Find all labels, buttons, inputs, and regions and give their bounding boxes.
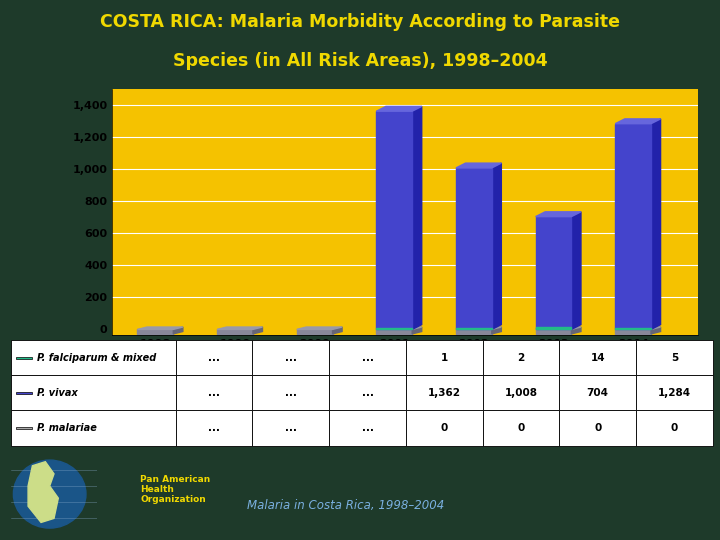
Text: ...: ... bbox=[361, 423, 374, 433]
Bar bbox=[456, 328, 492, 329]
Text: Malaria in Costa Rica, 1998–2004: Malaria in Costa Rica, 1998–2004 bbox=[247, 498, 444, 511]
Polygon shape bbox=[651, 327, 660, 334]
Polygon shape bbox=[297, 327, 342, 329]
Bar bbox=[297, 329, 333, 334]
Polygon shape bbox=[412, 106, 422, 329]
Bar bbox=[17, 427, 32, 429]
Bar bbox=[559, 375, 636, 410]
Polygon shape bbox=[174, 327, 183, 334]
Circle shape bbox=[14, 460, 86, 528]
Bar bbox=[615, 329, 651, 334]
Polygon shape bbox=[492, 327, 501, 334]
Polygon shape bbox=[412, 327, 422, 334]
Bar bbox=[253, 340, 329, 375]
Bar bbox=[17, 392, 32, 394]
Text: Pan American
Health
Organization: Pan American Health Organization bbox=[140, 475, 211, 504]
Text: 14: 14 bbox=[590, 353, 605, 363]
Polygon shape bbox=[651, 119, 660, 329]
Polygon shape bbox=[572, 327, 581, 334]
Text: 0: 0 bbox=[594, 423, 601, 433]
Bar bbox=[17, 356, 32, 359]
Polygon shape bbox=[377, 327, 422, 329]
Text: P. falciparum & mixed: P. falciparum & mixed bbox=[37, 353, 157, 363]
Text: 5: 5 bbox=[671, 353, 678, 363]
Polygon shape bbox=[28, 462, 58, 523]
Bar bbox=[636, 340, 713, 375]
Text: 704: 704 bbox=[587, 388, 608, 398]
Text: 0: 0 bbox=[671, 423, 678, 433]
Bar bbox=[176, 340, 253, 375]
Bar bbox=[329, 375, 406, 410]
Polygon shape bbox=[572, 212, 581, 329]
Text: P. malariae: P. malariae bbox=[37, 423, 97, 433]
Text: ...: ... bbox=[285, 353, 297, 363]
Bar bbox=[536, 327, 572, 329]
Bar bbox=[456, 329, 492, 334]
Bar bbox=[482, 375, 559, 410]
Bar bbox=[253, 375, 329, 410]
Bar bbox=[11, 340, 176, 375]
Polygon shape bbox=[615, 327, 660, 329]
Text: 0: 0 bbox=[441, 423, 448, 433]
Text: Species (in All Risk Areas), 1998–2004: Species (in All Risk Areas), 1998–2004 bbox=[173, 52, 547, 70]
Text: 0: 0 bbox=[518, 423, 525, 433]
Text: COSTA RICA: Malaria Morbidity According to Parasite: COSTA RICA: Malaria Morbidity According … bbox=[100, 13, 620, 31]
Polygon shape bbox=[615, 119, 660, 124]
Text: ...: ... bbox=[285, 423, 297, 433]
Bar bbox=[11, 410, 176, 445]
Bar bbox=[329, 340, 406, 375]
Bar bbox=[559, 410, 636, 445]
Text: 1: 1 bbox=[441, 353, 448, 363]
Polygon shape bbox=[217, 327, 263, 329]
Bar bbox=[138, 329, 174, 334]
Bar bbox=[615, 328, 651, 329]
Bar bbox=[536, 329, 572, 334]
Polygon shape bbox=[456, 327, 501, 329]
Bar bbox=[377, 111, 412, 329]
Text: 1,008: 1,008 bbox=[505, 388, 538, 398]
Text: ...: ... bbox=[208, 423, 220, 433]
Polygon shape bbox=[377, 106, 422, 111]
Bar bbox=[176, 410, 253, 445]
Text: 1,284: 1,284 bbox=[658, 388, 691, 398]
Bar bbox=[482, 410, 559, 445]
Bar bbox=[377, 329, 412, 334]
Bar bbox=[217, 329, 253, 334]
Polygon shape bbox=[333, 327, 342, 334]
Text: ...: ... bbox=[361, 388, 374, 398]
Bar bbox=[176, 375, 253, 410]
Text: ...: ... bbox=[208, 353, 220, 363]
Bar bbox=[377, 328, 412, 329]
Polygon shape bbox=[536, 212, 581, 217]
Polygon shape bbox=[492, 163, 501, 329]
Polygon shape bbox=[138, 327, 183, 329]
Text: 1,362: 1,362 bbox=[428, 388, 461, 398]
Bar bbox=[636, 375, 713, 410]
Bar bbox=[406, 375, 482, 410]
Polygon shape bbox=[253, 327, 263, 334]
Text: ...: ... bbox=[285, 388, 297, 398]
Polygon shape bbox=[456, 163, 501, 168]
Bar bbox=[456, 168, 492, 329]
Bar bbox=[482, 340, 559, 375]
Bar bbox=[329, 410, 406, 445]
Bar bbox=[11, 375, 176, 410]
Text: P. vivax: P. vivax bbox=[37, 388, 78, 398]
Polygon shape bbox=[536, 327, 581, 329]
Text: ...: ... bbox=[361, 353, 374, 363]
Bar bbox=[536, 217, 572, 329]
Bar bbox=[406, 410, 482, 445]
Text: 2: 2 bbox=[518, 353, 525, 363]
Bar bbox=[615, 124, 651, 329]
Bar bbox=[253, 410, 329, 445]
Bar bbox=[559, 340, 636, 375]
Bar bbox=[636, 410, 713, 445]
Bar bbox=[406, 340, 482, 375]
Text: ...: ... bbox=[208, 388, 220, 398]
